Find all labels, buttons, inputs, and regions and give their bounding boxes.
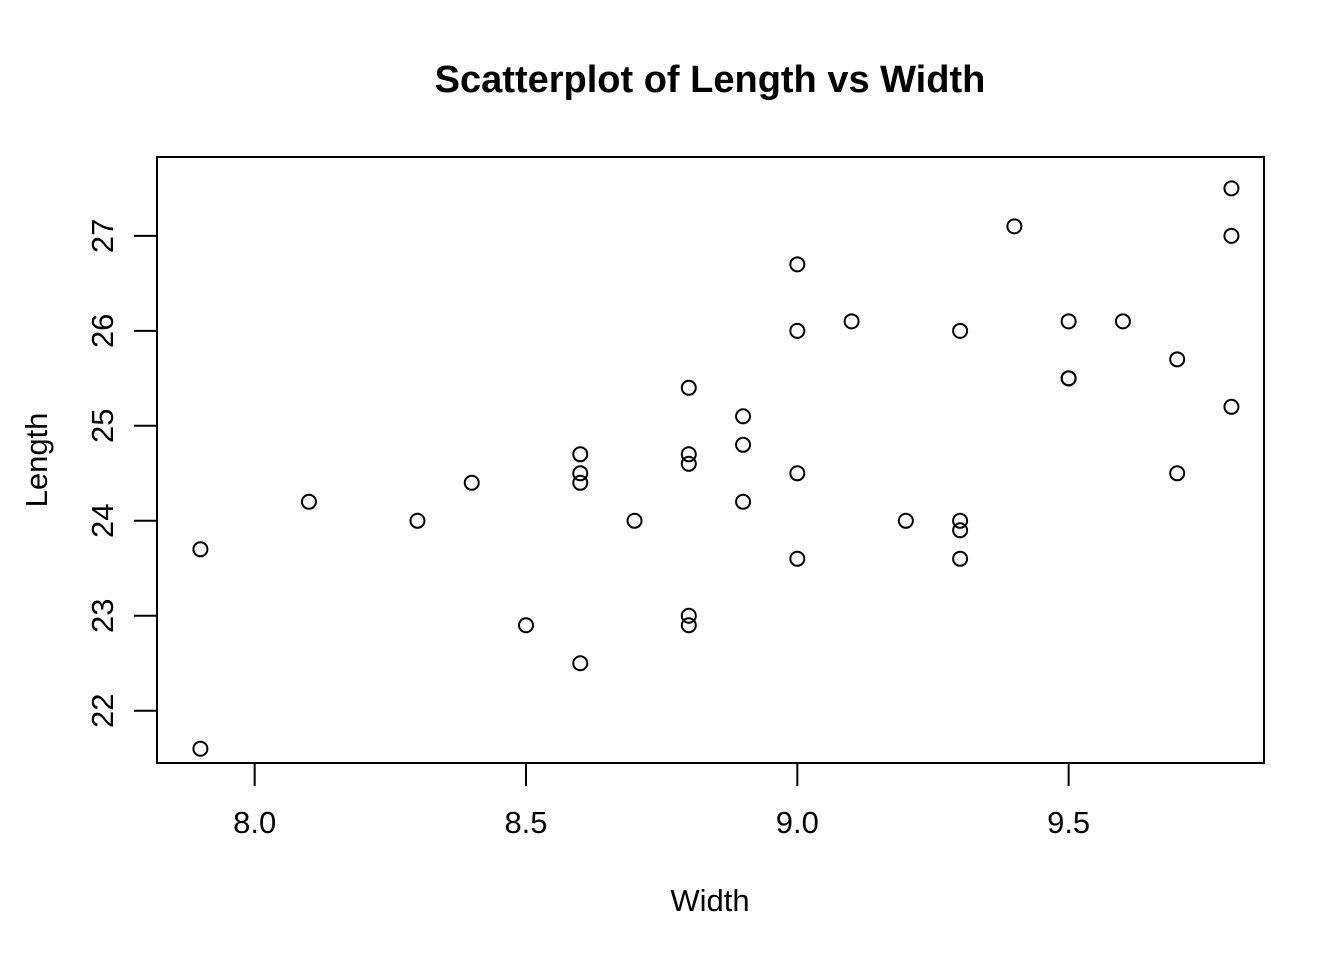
- data-point: [680, 379, 697, 396]
- x-tick-label: 9.5: [1047, 805, 1090, 840]
- data-point: [572, 446, 589, 463]
- data-point: [735, 436, 752, 453]
- x-axis: 8.0 8.5 9.0 9.5: [233, 762, 1090, 840]
- data-point: [1169, 351, 1186, 368]
- data-point: [1114, 313, 1131, 330]
- y-axis: 22 23 24 25 26 27: [85, 219, 158, 728]
- data-point: [572, 655, 589, 672]
- data-point: [952, 522, 969, 539]
- data-point: [789, 465, 806, 482]
- y-axis-label: Length: [19, 413, 54, 508]
- plot-frame: [156, 156, 1265, 764]
- data-point: [1060, 370, 1077, 387]
- data-point: [1060, 313, 1077, 330]
- y-tick-label: 27: [85, 219, 120, 253]
- y-tick-label: 24: [85, 504, 120, 538]
- data-point: [952, 550, 969, 567]
- data-point: [1169, 465, 1186, 482]
- data-point: [572, 465, 589, 482]
- y-tick-label: 26: [85, 314, 120, 348]
- data-point: [952, 322, 969, 339]
- data-point: [735, 408, 752, 425]
- data-point: [680, 455, 697, 472]
- data-point: [1223, 227, 1240, 244]
- data-point: [680, 617, 697, 634]
- data-point: [897, 512, 914, 529]
- data-point: [1006, 218, 1023, 235]
- data-point: [843, 313, 860, 330]
- data-point: [192, 740, 209, 757]
- data-point: [735, 493, 752, 510]
- x-tick-label: 8.0: [233, 805, 276, 840]
- data-point: [952, 512, 969, 529]
- data-point: [680, 607, 697, 624]
- data-points: [192, 180, 1240, 757]
- x-tick-label: 9.0: [776, 805, 819, 840]
- data-point: [1223, 398, 1240, 415]
- data-point: [789, 322, 806, 339]
- data-point: [789, 256, 806, 273]
- y-tick-label: 25: [85, 409, 120, 443]
- data-point: [192, 541, 209, 558]
- data-point: [680, 446, 697, 463]
- data-point: [518, 617, 534, 634]
- y-tick-label: 23: [85, 599, 120, 633]
- x-axis-label: Width: [670, 883, 749, 918]
- data-point: [572, 474, 589, 491]
- data-point: [409, 512, 426, 529]
- data-point: [1223, 180, 1240, 197]
- data-point: [463, 474, 480, 491]
- y-tick-label: 22: [85, 694, 120, 728]
- chart-title: Scatterplot of Length vs Width: [435, 59, 986, 101]
- data-point: [626, 512, 643, 529]
- x-tick-label: 8.5: [504, 805, 547, 840]
- data-point: [300, 493, 317, 510]
- data-point: [789, 550, 806, 567]
